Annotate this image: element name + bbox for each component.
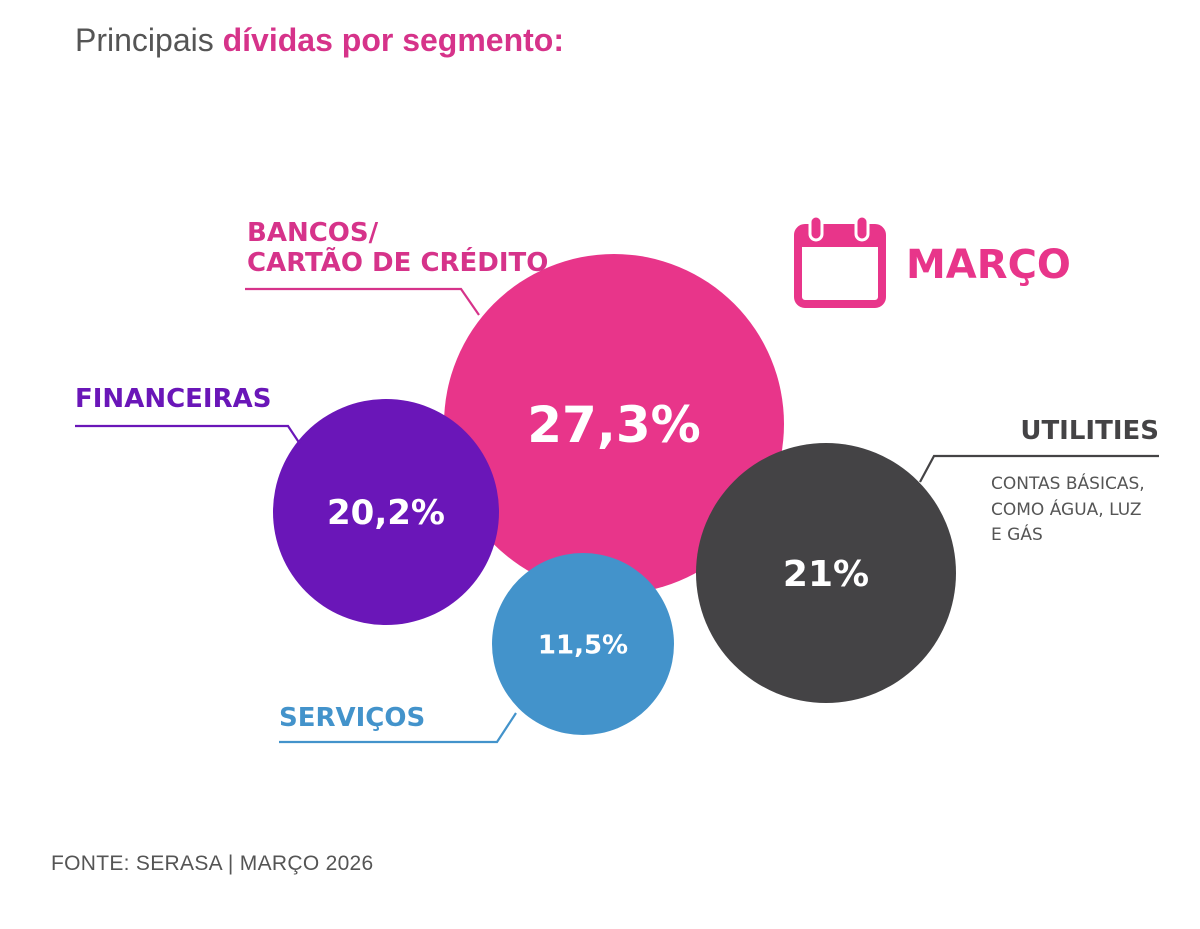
label-group-financeiras: FINANCEIRAS [75,384,301,445]
bubble-circle [444,254,784,594]
label-group-bancos: BANCOS/CARTÃO DE CRÉDITO [245,218,548,316]
calendar-icon [794,214,886,308]
label-group-utilities: UTILITIES CONTAS BÁSICAS, COMO ÁGUA, LUZ E … [919,416,1159,545]
bubble-value-label: 21% [783,554,869,595]
bubble-circle [696,443,956,703]
segment-sublabel: COMO ÁGUA, LUZ [991,498,1142,520]
leader-line [245,287,480,316]
segment-label: BANCOS/ [247,218,379,248]
source-note: FONTE: SERASA | MARÇO 2026 [51,852,374,875]
bubble-servi-os: 11,5% [492,553,674,735]
bubble-value-label: 11,5% [538,630,628,660]
bubble-utilities: 21% [696,443,956,703]
segment-label: FINANCEIRAS [75,384,271,414]
segment-sublabel: CONTAS BÁSICAS, [991,472,1145,494]
segment-label: CARTÃO DE CRÉDITO [247,246,548,278]
bubble-circle [273,399,499,625]
segment-label: UTILITIES [1020,416,1159,446]
label-group-servi-os: SERVIÇOS [279,703,517,744]
bubble-bancos: 27,3% [444,254,784,594]
title-highlight: dívidas por segmento: [222,22,564,58]
bubble-circle [492,553,674,735]
month-label: MARÇO [906,242,1071,288]
segment-sublabel: E GÁS [991,523,1043,545]
segment-label: SERVIÇOS [279,703,425,733]
leader-line [279,712,517,744]
bubble-value-label: 20,2% [327,493,445,533]
bubble-value-label: 27,3% [527,396,700,454]
chart-title: Principais dívidas por segmento: [75,22,564,59]
title-prefix: Principais [75,22,214,58]
leader-line [919,454,1159,483]
leader-line [75,424,301,445]
bubble-financeiras: 20,2% [273,399,499,625]
